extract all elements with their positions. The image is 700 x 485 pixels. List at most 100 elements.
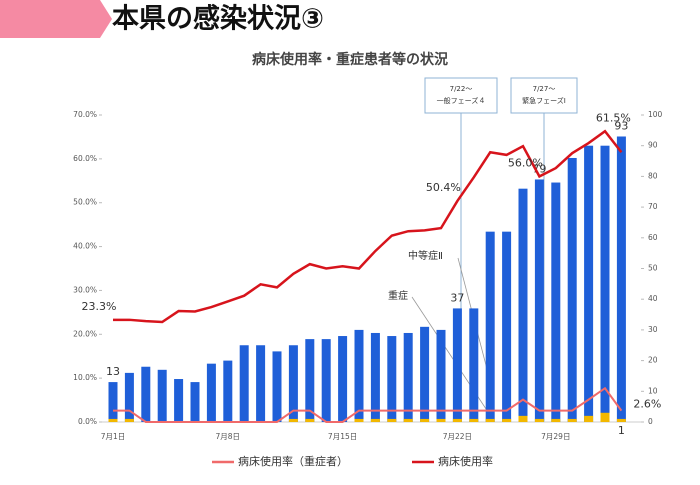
bar — [584, 415, 594, 422]
bar — [436, 418, 446, 422]
bar — [469, 308, 479, 422]
bar — [387, 418, 397, 422]
bar — [272, 351, 282, 422]
bar — [223, 360, 233, 422]
legend: 病床使用率（重症者） 病床使用率 — [212, 454, 493, 468]
bar — [551, 418, 561, 422]
callout-leader — [411, 296, 493, 419]
bar — [321, 339, 331, 422]
y-tick-label: 40.0% — [73, 242, 97, 251]
bar — [354, 418, 364, 422]
bar — [616, 136, 626, 423]
y2-tick-label: 80 — [648, 171, 658, 180]
bar — [420, 326, 430, 422]
bar — [485, 418, 495, 422]
data-label: 50.4% — [426, 181, 461, 194]
data-label: 1 — [618, 424, 625, 437]
y2-tick-label: 100 — [648, 110, 663, 119]
bar — [174, 379, 184, 422]
callout: 中等症Ⅱ — [408, 249, 443, 262]
y2-tick-label: 0 — [648, 417, 653, 426]
y-tick-label: 10.0% — [73, 373, 97, 382]
bar — [108, 382, 118, 422]
data-label: 37 — [450, 291, 464, 304]
annotation: 緊急フェーズⅠ — [522, 96, 566, 105]
header-arrow — [0, 0, 112, 38]
page-title: 本県の感染状況③ — [112, 3, 324, 35]
bar — [600, 145, 610, 422]
bar — [403, 418, 413, 422]
annotation: 7/22～ — [450, 85, 473, 93]
y-tick-label: 0.0% — [78, 417, 97, 426]
bar — [452, 418, 462, 422]
bar — [616, 418, 626, 422]
bar — [387, 336, 397, 422]
chart-title: 病床使用率・重症患者等の状況 — [252, 51, 448, 68]
annotation: 一般フェーズ４ — [437, 96, 486, 105]
annotation-box — [424, 77, 498, 114]
line — [113, 386, 623, 423]
bar — [584, 145, 594, 422]
data-label: 2.6% — [633, 398, 661, 411]
bar — [354, 329, 364, 422]
bar — [469, 418, 479, 422]
bar — [518, 415, 528, 422]
bar — [239, 345, 249, 422]
bar — [288, 345, 298, 422]
y2-tick-label: 60 — [648, 233, 658, 242]
legend-label: 病床使用率 — [438, 454, 493, 468]
bar — [485, 231, 495, 422]
bar — [157, 369, 167, 422]
bar — [534, 418, 544, 422]
x-tick-label: 7月15日 — [328, 432, 357, 441]
y-tick-label: 20.0% — [73, 329, 97, 338]
bar — [403, 332, 413, 422]
bar — [567, 418, 577, 422]
y2-tick-label: 40 — [648, 294, 658, 303]
bar — [124, 372, 134, 422]
y2-tick-label: 50 — [648, 264, 658, 273]
bar — [551, 182, 561, 422]
bar — [502, 231, 512, 422]
y2-tick-label: 20 — [648, 356, 658, 365]
bar — [190, 382, 200, 422]
x-tick-label: 7月29日 — [541, 432, 570, 441]
x-tick-label: 7月8日 — [216, 432, 241, 441]
y2-tick-label: 70 — [648, 202, 658, 211]
y2-tick-label: 90 — [648, 141, 658, 150]
data-label: 61.5% — [596, 111, 631, 124]
bar — [518, 188, 528, 422]
data-label: 23.3% — [82, 300, 117, 313]
y2-tick-label: 30 — [648, 325, 658, 334]
legend-label: 病床使用率（重症者） — [238, 454, 348, 468]
bar — [600, 412, 610, 422]
x-tick-label: 7月1日 — [101, 432, 126, 441]
bar — [305, 418, 315, 422]
callout: 重症 — [388, 289, 408, 302]
bar — [256, 345, 266, 422]
data-label: 93 — [614, 119, 628, 132]
bar — [338, 336, 348, 422]
annotation-box — [510, 77, 578, 114]
bar — [288, 418, 298, 422]
bar — [124, 418, 134, 422]
y2-tick-label: 10 — [648, 386, 658, 395]
x-tick-label: 7月22日 — [443, 432, 472, 441]
line — [113, 129, 623, 324]
bar — [534, 179, 544, 422]
bar — [108, 418, 118, 422]
y-tick-label: 60.0% — [73, 154, 97, 163]
data-label: 56.0% — [508, 156, 543, 169]
bar — [502, 418, 512, 422]
bar — [305, 339, 315, 422]
y-tick-label: 30.0% — [73, 285, 97, 294]
bar — [452, 308, 462, 422]
y-tick-label: 50.0% — [73, 198, 97, 207]
bar — [370, 332, 380, 422]
bar — [206, 363, 216, 422]
bar — [567, 157, 577, 423]
annotation: 7/27～ — [533, 85, 556, 93]
y-tick-label: 70.0% — [73, 110, 97, 119]
bar — [370, 418, 380, 422]
